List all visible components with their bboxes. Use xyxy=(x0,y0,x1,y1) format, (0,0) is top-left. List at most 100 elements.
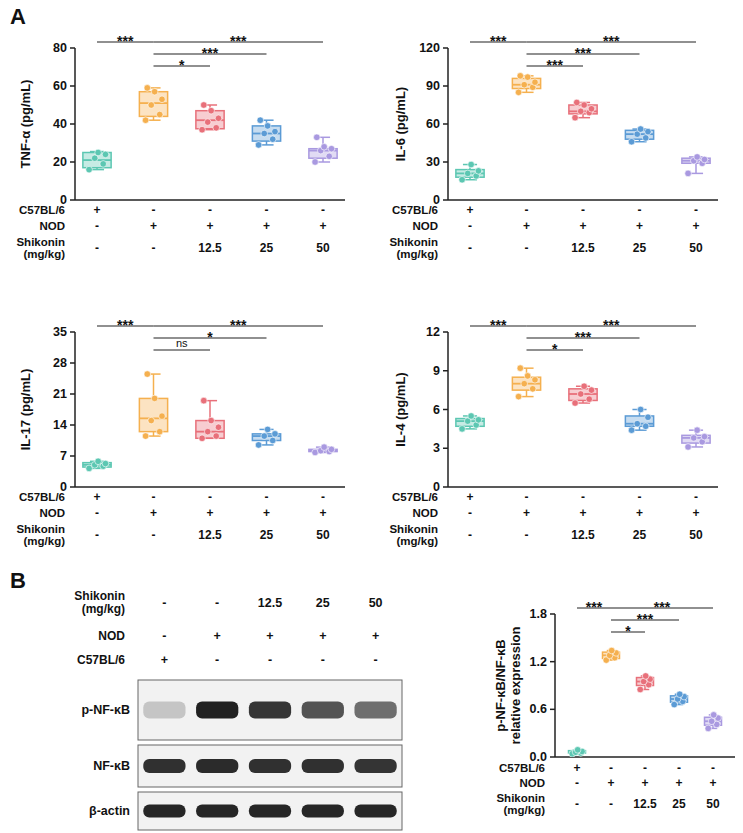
x-table-cell: + xyxy=(692,506,699,520)
data-point xyxy=(515,89,522,96)
data-point xyxy=(637,686,644,693)
data-point xyxy=(521,380,528,387)
x-table-cell: - xyxy=(525,203,529,217)
x-table-cell: + xyxy=(206,219,213,233)
y-tick xyxy=(70,47,75,49)
data-point xyxy=(637,406,644,413)
plot-area xyxy=(83,371,337,472)
x-table-cell: - xyxy=(575,776,579,790)
y-tick xyxy=(443,161,448,163)
x-table-cell: + xyxy=(93,490,100,504)
blot-row-label: p-NF-κB xyxy=(81,703,130,717)
blot-band xyxy=(143,759,185,773)
data-point xyxy=(608,647,615,654)
data-point xyxy=(642,423,649,430)
data-point xyxy=(475,168,482,175)
data-point xyxy=(685,170,692,177)
y-tick xyxy=(70,424,75,426)
data-point xyxy=(102,151,109,158)
y-tick-label: 1.8 xyxy=(530,607,547,621)
data-point xyxy=(208,417,215,424)
data-point xyxy=(328,446,335,453)
data-point xyxy=(529,386,536,393)
y-axis-label: relative expression xyxy=(508,627,523,745)
data-point xyxy=(159,96,166,103)
data-point xyxy=(321,144,328,151)
x-table-cell: + xyxy=(607,776,614,790)
data-point xyxy=(572,114,579,121)
blot-header-cell: + xyxy=(161,653,168,667)
data-point xyxy=(261,433,268,440)
x-table-row-label: NOD xyxy=(412,507,438,519)
x-table-row-label: C57BL/6 xyxy=(392,491,438,503)
data-point xyxy=(515,393,522,400)
data-point xyxy=(156,428,163,435)
y-tick xyxy=(443,47,448,49)
data-point xyxy=(574,747,581,754)
x-table-cell: 12.5 xyxy=(198,528,222,542)
y-tick-label: 35 xyxy=(53,325,67,339)
x-table-cell: - xyxy=(581,490,585,504)
x-table-cell: - xyxy=(468,219,472,233)
x-table-cell: + xyxy=(150,219,157,233)
x-table-row-label: (mg/kg) xyxy=(396,535,438,547)
data-point xyxy=(524,373,531,380)
x-table-cell: - xyxy=(581,203,585,217)
whisker xyxy=(695,163,697,173)
blot-header-label: C57BL/6 xyxy=(77,653,125,667)
data-point xyxy=(213,125,220,132)
blot-header-label: (mg/kg) xyxy=(82,602,125,616)
x-table-row-label: (mg/kg) xyxy=(396,248,438,260)
data-point xyxy=(95,458,102,465)
blot-band xyxy=(196,759,238,773)
y-tick-label: 90 xyxy=(426,79,440,93)
data-point xyxy=(573,99,580,106)
data-point xyxy=(321,444,328,451)
chart: 036912IL-4 (pg/mL)C57BL/6+----NOD-++++Sh… xyxy=(389,317,718,547)
blot-header-cell: 25 xyxy=(316,596,330,610)
x-table-cell: - xyxy=(208,490,212,504)
x-table-row-label: NOD xyxy=(412,220,438,232)
x-table-cell: + xyxy=(636,506,643,520)
y-tick-label: 6 xyxy=(433,403,440,417)
x-table-cell: - xyxy=(152,203,156,217)
data-point xyxy=(199,126,206,133)
x-table-cell: + xyxy=(579,219,586,233)
x-table-cell: 25 xyxy=(260,241,274,255)
sig-label: *** xyxy=(230,317,247,333)
data-point xyxy=(637,126,644,133)
data-point xyxy=(581,383,588,390)
y-tick xyxy=(443,448,448,450)
x-table-cell: - xyxy=(638,203,642,217)
plot-area xyxy=(569,647,722,757)
sig-label: *** xyxy=(654,599,671,615)
data-point xyxy=(261,130,268,137)
x-table-cell: - xyxy=(265,490,269,504)
data-point xyxy=(524,74,531,81)
x-table-cell: - xyxy=(468,241,472,255)
x-table-row-label: Shikonin xyxy=(389,236,438,248)
western-blot: Shikonin(mg/kg)--12.52550NOD-++++C57BL/6… xyxy=(74,589,402,830)
x-table-cell: - xyxy=(575,797,579,811)
x-table-cell: + xyxy=(675,776,682,790)
data-point xyxy=(521,81,528,88)
data-point xyxy=(144,371,151,378)
plot-area xyxy=(83,85,337,173)
data-point xyxy=(204,428,211,435)
x-table-row-label: Shikonin xyxy=(16,236,65,248)
x-table-cell: + xyxy=(709,776,716,790)
data-point xyxy=(676,691,683,698)
data-point xyxy=(215,115,222,122)
blot-band xyxy=(249,805,291,818)
box xyxy=(139,92,167,117)
x-table-cell: + xyxy=(579,506,586,520)
blot-header-label: NOD xyxy=(98,629,125,643)
y-tick xyxy=(443,486,448,488)
x-table-cell: - xyxy=(152,490,156,504)
x-table-cell: + xyxy=(466,490,473,504)
y-tick-label: 120 xyxy=(419,41,440,55)
plot-area xyxy=(456,73,710,183)
figure: AB020406080TNF-α (pg/mL)C57BL/6+----NOD-… xyxy=(0,0,743,833)
data-point xyxy=(215,424,222,431)
x-table-cell: - xyxy=(677,761,681,775)
